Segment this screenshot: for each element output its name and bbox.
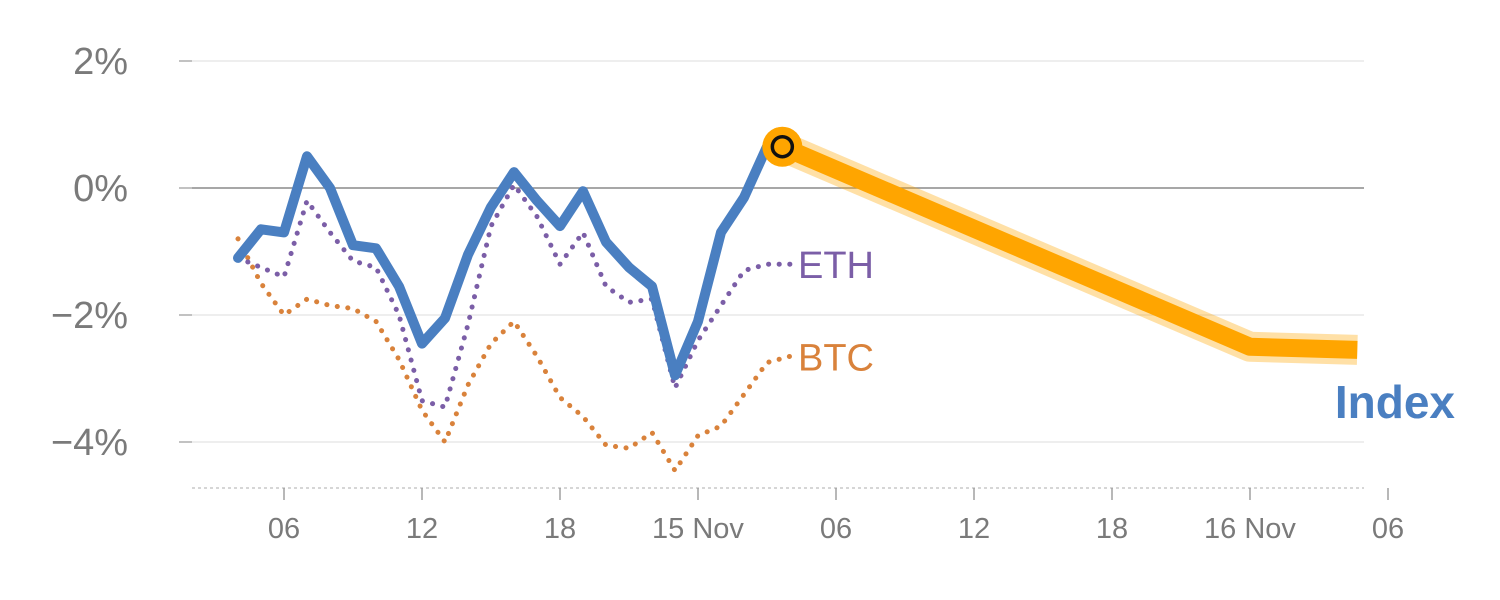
x-tick-label: 15 Nov	[652, 513, 744, 545]
x-tick-label: 06	[820, 513, 852, 545]
current-marker	[770, 134, 795, 159]
index-series-label: Index	[1335, 376, 1456, 428]
series-layer	[233, 126, 1358, 474]
forecast-band-line	[778, 138, 1358, 359]
y-tick-label: 2%	[73, 41, 128, 83]
x-tick-label: 12	[406, 513, 438, 545]
x-tick-label: 06	[1372, 513, 1404, 545]
y-tick-label: 0%	[73, 168, 128, 210]
axis-layer: 2% 0% −2% −4% 06 12 18 15 Nov 06 12 18 16 Nov 06	[51, 41, 1404, 545]
y-tick-label: −4%	[51, 422, 128, 464]
eth-series-line	[235, 182, 793, 410]
btc-series-line	[235, 236, 793, 474]
x-tick-label: 16 Nov	[1204, 513, 1296, 545]
index-series-line	[233, 141, 772, 381]
grid-layer	[192, 60, 1364, 443]
x-tick-label: 18	[544, 513, 576, 545]
eth-series-label: ETH	[798, 245, 874, 287]
x-tick-label: 18	[1096, 513, 1128, 545]
btc-series-label: BTC	[798, 337, 874, 379]
x-tick-label: 06	[268, 513, 300, 545]
x-tick-label: 12	[958, 513, 990, 545]
y-tick-label: −2%	[51, 295, 128, 337]
